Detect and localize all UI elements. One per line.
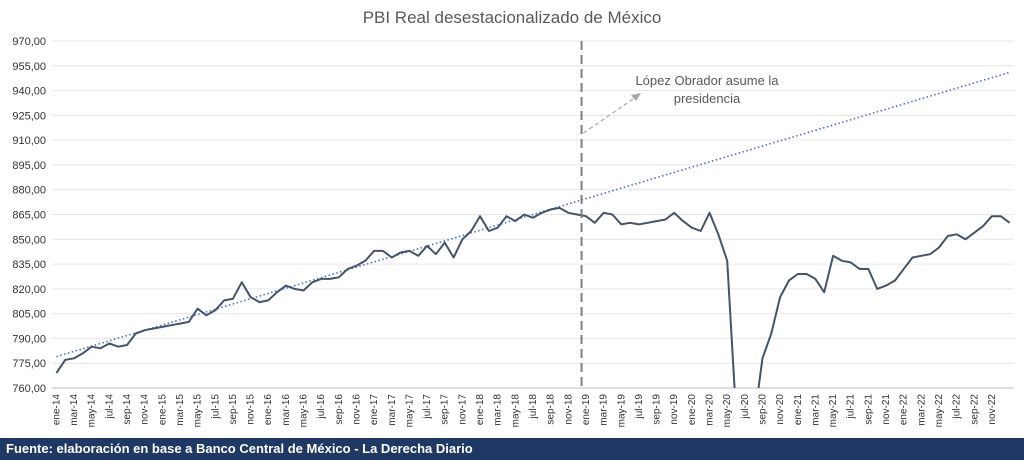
y-tick-label: 955,00 — [12, 61, 46, 73]
x-tick-label: nov-21 — [881, 394, 892, 425]
x-tick-label: jul-15 — [210, 394, 221, 420]
x-tick-label: ene-22 — [899, 394, 910, 426]
y-tick-label: 895,00 — [12, 160, 46, 172]
x-tick-label: jul-16 — [316, 394, 327, 420]
x-tick-label: sep-20 — [757, 394, 768, 425]
x-tick-label: mar-14 — [69, 394, 80, 426]
chart-area: PBI Real desestacionalizado de México 97… — [12, 8, 1014, 428]
x-tick-label: ene-14 — [51, 394, 62, 426]
y-tick-label: 940,00 — [12, 86, 46, 98]
y-tick-label: 910,00 — [12, 135, 46, 147]
x-tick-label: may-15 — [193, 394, 204, 428]
x-tick-label: sep-15 — [228, 394, 239, 425]
y-tick-label: 805,00 — [12, 309, 46, 321]
x-tick-label: jul-22 — [952, 394, 963, 420]
x-tick-label: nov-16 — [351, 394, 362, 425]
x-tick-label: mar-15 — [175, 394, 186, 426]
annotation-arrow-line — [583, 96, 637, 134]
x-tick-label: nov-17 — [457, 394, 468, 425]
x-tick-label: nov-18 — [563, 394, 574, 425]
x-tick-label: ene-18 — [475, 394, 486, 426]
x-tick-label: nov-14 — [140, 394, 151, 425]
line-chart: 970,00 955,00 940,00 925,00 910,00 895,00 880,… — [12, 36, 1014, 428]
gdp-series-line — [55, 206, 1011, 388]
annotation-arrow-head — [631, 93, 641, 101]
x-tick-label: ene-20 — [687, 394, 698, 426]
y-tick-label: 790,00 — [12, 333, 46, 345]
annotation-text: López Obrador asume la — [635, 73, 779, 88]
x-tick-label: ene-17 — [369, 394, 380, 426]
x-tick-label: ene-15 — [157, 394, 168, 426]
x-tick-label: mar-16 — [281, 394, 292, 426]
x-tick-label: mar-17 — [387, 394, 398, 426]
y-tick-label: 865,00 — [12, 210, 46, 222]
y-tick-label: 970,00 — [12, 36, 46, 48]
x-tick-label: sep-22 — [969, 394, 980, 425]
y-tick-label: 880,00 — [12, 185, 46, 197]
x-tick-label: ene-19 — [581, 394, 592, 426]
chart-title: PBI Real desestacionalizado de México — [362, 8, 662, 27]
x-tick-label: may-14 — [87, 394, 98, 428]
x-tick-label: jul-21 — [846, 394, 857, 420]
x-tick-label: mar-18 — [493, 394, 504, 426]
y-tick-label: 835,00 — [12, 259, 46, 271]
x-tick-label: jul-20 — [740, 394, 751, 420]
x-tick-label: jul-19 — [634, 394, 645, 420]
x-tick-label: may-19 — [616, 394, 627, 428]
x-tick-label: may-22 — [934, 394, 945, 428]
x-tick-label: mar-20 — [705, 394, 716, 426]
y-tick-label: 820,00 — [12, 284, 46, 296]
x-tick-label: nov-20 — [775, 394, 786, 425]
x-tick-label: ene-16 — [263, 394, 274, 426]
x-tick-label: ene-21 — [793, 394, 804, 426]
x-tick-label: may-18 — [510, 394, 521, 428]
x-tick-label: sep-17 — [440, 394, 451, 425]
x-tick-label: sep-14 — [122, 394, 133, 425]
x-tick-label: jul-14 — [104, 394, 115, 420]
y-tick-label: 850,00 — [12, 234, 46, 246]
annotation-text: presidencia — [674, 91, 741, 106]
trend-line — [56, 71, 1010, 358]
y-tick-label: 760,00 — [12, 383, 46, 395]
x-tick-label: nov-19 — [669, 394, 680, 425]
x-tick-label: sep-19 — [652, 394, 663, 425]
x-tick-label: nov-22 — [987, 394, 998, 425]
x-tick-label: may-16 — [299, 394, 310, 428]
x-tick-label: sep-18 — [546, 394, 557, 425]
y-tick-label: 925,00 — [12, 110, 46, 122]
x-tick-label: mar-22 — [916, 394, 927, 426]
x-tick-label: mar-19 — [599, 394, 610, 426]
x-tick-label: jul-18 — [528, 394, 539, 420]
x-tick-label: sep-21 — [863, 394, 874, 425]
x-tick-label: may-21 — [828, 394, 839, 428]
x-tick-label: jul-17 — [422, 394, 433, 420]
x-tick-label: may-17 — [404, 394, 415, 428]
x-tick-label: nov-15 — [246, 394, 257, 425]
x-tick-label: mar-21 — [810, 394, 821, 426]
x-tick-label: sep-16 — [334, 394, 345, 425]
source-footer: Fuente: elaboración en base a Banco Cent… — [0, 438, 1024, 460]
x-tick-label: may-20 — [722, 394, 733, 428]
y-tick-label: 775,00 — [12, 358, 46, 370]
